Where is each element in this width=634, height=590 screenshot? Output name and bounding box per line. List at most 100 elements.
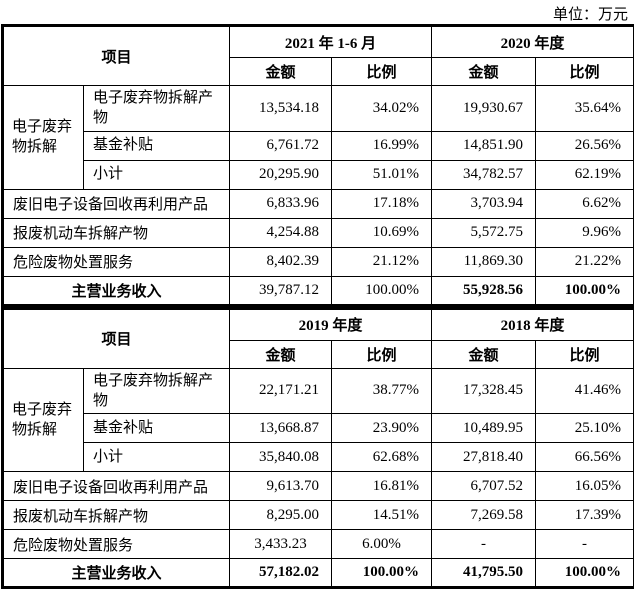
ratio-cell: 6.62%	[535, 188, 634, 219]
item-label-cell: 危险废物处置服务	[1, 529, 231, 559]
table-row: 电子废弃物拆解 电子废弃物拆解产物 22,171.21 38.77% 17,328.45…	[2, 367, 634, 472]
table-row: 小计 20,295.90 51.01% 34,782.57 62.19%	[3, 159, 634, 190]
amount-cell: 20,295.90	[229, 159, 333, 190]
ratio-header: 比例	[535, 57, 634, 86]
ratio-cell: 34.02%	[331, 85, 433, 132]
amount-cell: 34,782.57	[431, 159, 537, 190]
ratio-cell: 10.69%	[331, 217, 433, 248]
item-label-cell: 报废机动车拆解产物	[1, 217, 231, 248]
amount-cell: 10,489.95	[431, 413, 537, 443]
amount-cell: 35,840.08	[229, 442, 333, 472]
table-row: 废旧电子设备回收再利用产品 9,613.70 16.81% 6,707.52 16.05…	[1, 471, 634, 501]
table-row: 基金补贴 13,668.87 23.90% 10,489.95 25.10%	[3, 413, 634, 443]
amount-header: 金额	[229, 57, 333, 86]
ratio-cell: 25.10%	[535, 413, 634, 443]
amount-cell: 13,534.18	[229, 85, 333, 132]
item-label-cell: 小计	[82, 159, 231, 190]
ratio-header: 比例	[331, 57, 433, 86]
revenue-table-2021-2020: 项目 2021 年 1-6 月 2020 年度 金额 比例 金额 比例 电子废弃物拆解 电子废弃…	[1, 24, 634, 307]
ratio-cell: 21.22%	[535, 246, 634, 277]
ratio-cell: 16.05%	[535, 471, 634, 501]
amount-cell: 3,703.94	[431, 188, 537, 219]
amount-header: 金额	[431, 339, 537, 369]
total-label-cell: 主营业务收入	[1, 275, 231, 306]
item-label-cell: 报废机动车拆解产物	[1, 500, 231, 530]
ratio-cell: 51.01%	[331, 159, 433, 190]
amount-cell: 39,787.12	[229, 275, 333, 306]
amount-cell: 8,402.39	[229, 246, 333, 277]
amount-cell: 4,254.88	[229, 217, 333, 248]
ratio-cell: 62.19%	[535, 159, 634, 190]
period-header: 2020 年度	[431, 25, 634, 58]
amount-cell: 6,761.72	[229, 130, 333, 161]
period-header: 2018 年度	[431, 307, 634, 341]
amount-cell: 22,171.21	[229, 367, 333, 414]
ratio-cell: 100.00%	[331, 558, 433, 588]
item-column-header: 项目	[1, 307, 231, 369]
group-label-cell: 电子废弃物拆解	[2, 85, 84, 190]
ratio-cell: 16.99%	[331, 130, 433, 161]
amount-cell: 41,795.50	[431, 558, 537, 588]
amount-cell: 9,613.70	[229, 471, 333, 501]
unit-label: 单位：万元	[552, 7, 628, 23]
ratio-cell: 41.46%	[535, 367, 634, 414]
ratio-cell: 6.00%	[331, 529, 433, 559]
table-row: 报废机动车拆解产物 8,295.00 14.51% 7,269.58 17.39%	[1, 500, 634, 530]
ratio-cell: 21.12%	[331, 246, 433, 277]
amount-cell: 5,572.75	[431, 217, 537, 248]
ratio-header: 比例	[331, 339, 433, 369]
table-row: 废旧电子设备回收再利用产品 6,833.96 17.18% 3,703.94 6.62%	[1, 188, 634, 219]
table-row: 基金补贴 6,761.72 16.99% 14,851.90 26.56%	[3, 130, 634, 161]
ratio-cell: 14.51%	[331, 500, 433, 530]
amount-cell: 11,869.30	[431, 246, 537, 277]
period-header: 2019 年度	[229, 307, 433, 341]
amount-cell: 8,295.00	[229, 500, 333, 530]
amount-header: 金额	[229, 339, 333, 369]
amount-header: 金额	[431, 57, 537, 86]
ratio-cell: 100.00%	[535, 558, 634, 588]
amount-cell: 17,328.45	[431, 367, 537, 414]
amount-cell: 19,930.67	[431, 85, 537, 132]
ratio-cell: 35.64%	[535, 85, 634, 132]
table-row: 小计 35,840.08 62.68% 27,818.40 66.56%	[3, 442, 634, 472]
table-row: 危险废物处置服务 3,433.23 6.00% - -	[1, 529, 634, 559]
revenue-table-2019-2018: 项目 2019 年度 2018 年度 金额 比例 金额 比例 电子废弃物拆解 电子废弃物拆解产物…	[1, 306, 634, 589]
ratio-cell: 38.77%	[331, 367, 433, 414]
amount-cell: 27,818.40	[431, 442, 537, 472]
amount-cell: 13,668.87	[229, 413, 333, 443]
amount-cell: -	[431, 529, 537, 559]
ratio-cell: 16.81%	[331, 471, 433, 501]
ratio-cell: 100.00%	[535, 275, 634, 306]
item-column-header: 项目	[1, 25, 231, 86]
group-label-cell: 电子废弃物拆解	[2, 367, 84, 472]
ratio-cell: 66.56%	[535, 442, 634, 472]
item-label-cell: 基金补贴	[82, 413, 231, 443]
amount-cell: 6,833.96	[229, 188, 333, 219]
amount-cell: 55,928.56	[431, 275, 537, 306]
item-label-cell: 废旧电子设备回收再利用产品	[1, 471, 231, 501]
item-label-cell: 小计	[82, 442, 231, 472]
table-row: 主营业务收入 57,182.02 100.00% 41,795.50 100.00%	[1, 558, 634, 588]
ratio-cell: 23.90%	[331, 413, 433, 443]
item-label-cell: 危险废物处置服务	[1, 246, 231, 277]
ratio-cell: 26.56%	[535, 130, 634, 161]
item-label-cell: 电子废弃物拆解产物	[82, 85, 231, 132]
ratio-cell: -	[535, 529, 634, 559]
item-label-cell: 基金补贴	[82, 130, 231, 161]
table-row: 电子废弃物拆解 电子废弃物拆解产物 13,534.18 34.02% 19,930.67…	[2, 85, 634, 190]
item-label-cell: 电子废弃物拆解产物	[82, 367, 231, 414]
ratio-cell: 17.18%	[331, 188, 433, 219]
ratio-cell: 17.39%	[535, 500, 634, 530]
amount-cell: 14,851.90	[431, 130, 537, 161]
ratio-cell: 100.00%	[331, 275, 433, 306]
ratio-header: 比例	[535, 339, 634, 369]
ratio-cell: 62.68%	[331, 442, 433, 472]
item-label-cell: 废旧电子设备回收再利用产品	[1, 188, 231, 219]
table-row: 危险废物处置服务 8,402.39 21.12% 11,869.30 21.22%	[1, 246, 634, 277]
amount-cell: 57,182.02	[229, 558, 333, 588]
table-row: 主营业务收入 39,787.12 100.00% 55,928.56 100.00%	[1, 275, 634, 306]
table-row: 报废机动车拆解产物 4,254.88 10.69% 5,572.75 9.96%	[1, 217, 634, 248]
ratio-cell: 9.96%	[535, 217, 634, 248]
amount-cell: 7,269.58	[431, 500, 537, 530]
